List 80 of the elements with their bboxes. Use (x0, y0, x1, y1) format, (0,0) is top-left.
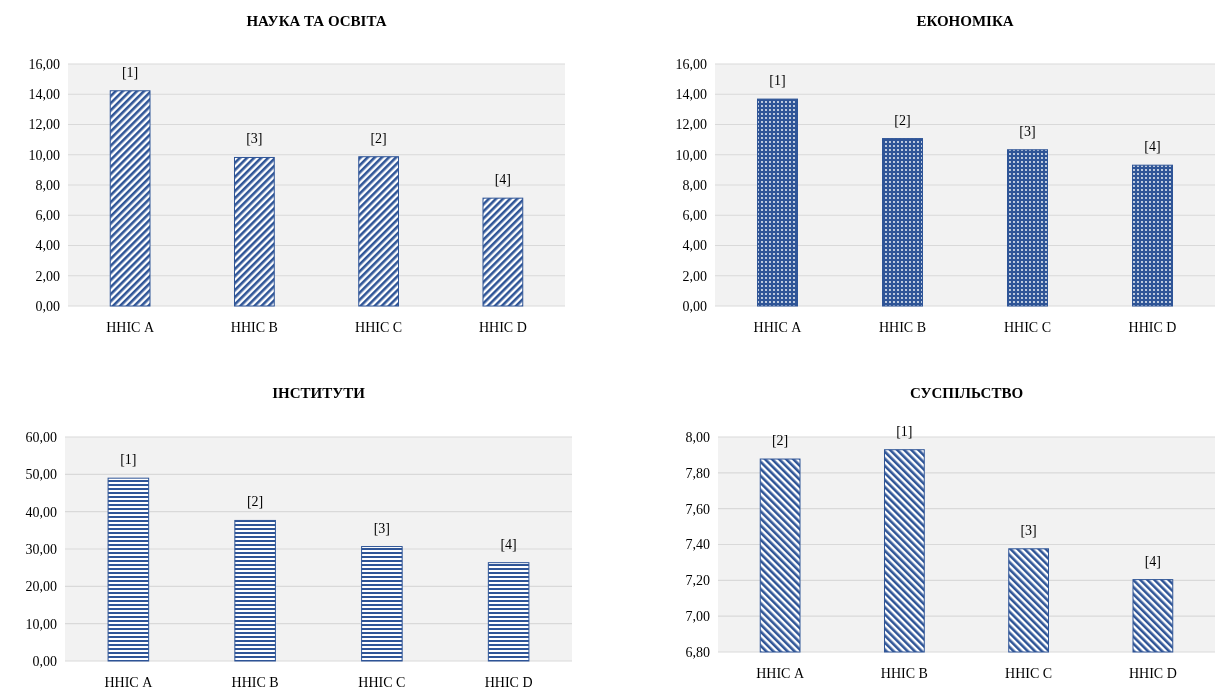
chart-title: ЕКОНОМІКА (916, 13, 1014, 29)
x-tick-label: ННІС D (1128, 320, 1177, 335)
y-tick-label: 4,00 (682, 238, 707, 254)
y-tick-label: 12,00 (675, 117, 707, 133)
bar (234, 156, 275, 307)
x-tick-label: ННІС A (756, 666, 805, 681)
y-tick-label: 0,00 (682, 298, 707, 314)
y-tick-label: 12,00 (28, 117, 60, 133)
y-tick-label: 8,00 (35, 177, 60, 193)
annotation: [3] (373, 520, 391, 536)
annotation: [1] (121, 64, 139, 80)
y-tick-label: 14,00 (675, 87, 707, 103)
y-tick-label: 7,60 (685, 501, 710, 517)
y-tick-label: 6,00 (682, 208, 707, 224)
bar (361, 546, 403, 662)
x-tick-label: ННІС D (1128, 666, 1177, 681)
x-tick-label: ННІС C (355, 320, 403, 335)
y-tick-label: 8,00 (682, 177, 707, 193)
y-tick-label: 50,00 (25, 467, 57, 483)
x-tick-label: ННІС B (880, 666, 928, 681)
annotation: [2] (246, 494, 264, 510)
y-tick-label: 10,00 (675, 147, 707, 163)
y-tick-label: 16,00 (28, 56, 60, 72)
y-tick-label: 30,00 (25, 541, 57, 557)
bar (487, 562, 530, 662)
x-tick-label: ННІС D (478, 320, 527, 335)
annotation: [4] (1144, 553, 1162, 569)
x-tick-label: ННІС A (753, 320, 803, 335)
x-tick-label: ННІС C (1003, 320, 1052, 335)
annotation: [4] (500, 536, 517, 552)
bar (358, 156, 400, 307)
annotation: [4] (1144, 139, 1161, 155)
y-tick-label: 7,00 (685, 609, 710, 625)
y-tick-label: 40,00 (25, 504, 57, 520)
annotation: [1] (896, 423, 913, 439)
y-tick-label: 60,00 (25, 429, 57, 445)
chart-title: СУСПІЛЬСТВО (909, 385, 1024, 401)
bar (482, 197, 524, 307)
y-tick-label: 6,00 (35, 208, 60, 224)
annotation: [3] (1020, 522, 1037, 538)
y-tick-label: 7,40 (685, 537, 710, 553)
annotation: [2] (771, 433, 789, 449)
x-tick-label: ННІС C (1005, 666, 1053, 681)
y-tick-label: 2,00 (682, 268, 707, 284)
y-tick-label: 4,00 (35, 238, 60, 254)
y-tick-label: 7,20 (685, 573, 710, 589)
annotation: [3] (246, 131, 263, 147)
x-tick-label: ННІС B (230, 320, 278, 335)
bar (1007, 149, 1048, 307)
bar (1132, 164, 1173, 307)
bar (234, 519, 276, 662)
y-tick-label: 0,00 (35, 298, 60, 314)
x-tick-label: ННІС A (104, 675, 154, 690)
bar (757, 98, 798, 307)
y-tick-label: 2,00 (35, 268, 60, 284)
y-tick-label: 10,00 (25, 616, 57, 632)
chart-title: НАУКА ТА ОСВІТА (246, 13, 387, 29)
x-tick-label: ННІС A (106, 320, 155, 335)
bar (882, 138, 923, 307)
bar (109, 90, 151, 307)
y-tick-label: 0,00 (32, 653, 57, 669)
y-tick-label: 7,80 (685, 465, 710, 481)
y-tick-label: 6,80 (685, 644, 710, 660)
x-tick-label: ННІС B (878, 320, 927, 335)
annotation: [1] (120, 452, 137, 468)
annotation: [4] (494, 172, 512, 188)
y-tick-label: 10,00 (28, 147, 60, 163)
annotation: [2] (370, 130, 387, 146)
annotation: [3] (1019, 123, 1036, 139)
x-tick-label: ННІС C (358, 675, 406, 690)
y-tick-label: 16,00 (675, 56, 707, 72)
y-tick-label: 20,00 (25, 579, 57, 595)
x-tick-label: ННІС D (484, 675, 533, 690)
bar (107, 477, 150, 662)
annotation: [1] (769, 73, 786, 89)
annotation: [2] (894, 112, 911, 128)
y-tick-label: 14,00 (28, 87, 60, 103)
chart-title: ІНСТИТУТИ (272, 385, 366, 401)
x-tick-label: ННІС B (231, 675, 279, 690)
y-tick-label: 8,00 (685, 429, 710, 445)
